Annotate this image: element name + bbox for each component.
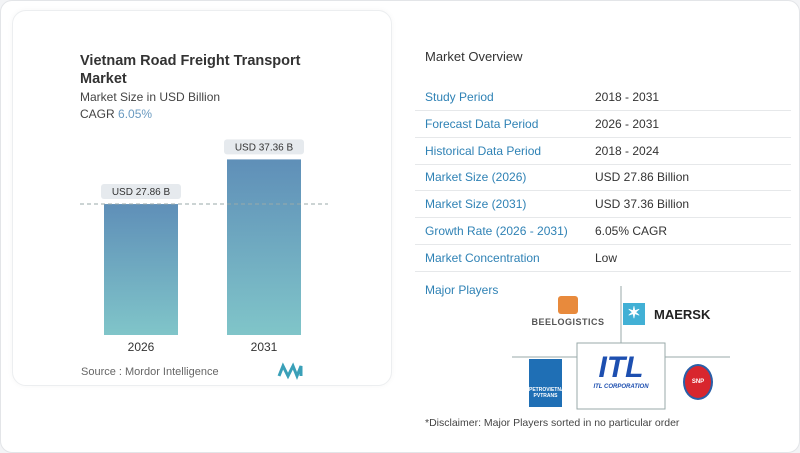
overview-row: Market Size (2031) USD 37.36 Billion <box>415 191 791 219</box>
overview-row: Study Period 2018 - 2031 <box>415 84 791 111</box>
x-tick-label: 2026 <box>128 340 155 354</box>
itl-logo: ITL ITL CORPORATION <box>593 351 649 391</box>
snp-logo: SNP <box>683 364 713 400</box>
cagr-label: CAGR <box>80 107 115 121</box>
row-label: Historical Data Period <box>425 143 542 158</box>
overview-title: Market Overview <box>425 49 523 64</box>
row-value: 2018 - 2024 <box>595 143 660 158</box>
data-label: USD 27.86 B <box>112 187 171 198</box>
data-label-bg <box>101 184 181 200</box>
mordor-logo <box>277 362 303 381</box>
cagr: CAGR 6.05% <box>80 107 152 121</box>
row-value: 6.05% CAGR <box>595 224 668 238</box>
row-value: USD 37.36 Billion <box>595 197 690 212</box>
disclaimer: *Disclaimer: Major Players sorted in no … <box>425 417 680 429</box>
row-value: 2026 - 2031 <box>595 116 660 131</box>
beelogistics-logo: BEELOGISTICS <box>522 296 614 327</box>
row-label: Study Period <box>425 90 494 104</box>
cagr-value: 6.05% <box>118 107 153 121</box>
bar-2026 <box>104 204 178 335</box>
chart-card <box>12 10 392 386</box>
bar-2031 <box>227 159 301 335</box>
overview-row: Market Concentration Low <box>415 245 791 272</box>
data-label: USD 37.36 B <box>235 142 294 153</box>
x-tick-label: 2031 <box>251 340 278 354</box>
maersk-logo: ✶ MAERSK <box>623 303 710 325</box>
row-label: Market Size (2031) <box>425 197 527 212</box>
row-value: USD 27.86 Billion <box>595 170 690 185</box>
chart-subtitle: Market Size in USD Billion <box>80 90 221 104</box>
row-label: Forecast Data Period <box>425 116 539 131</box>
chart-title: Vietnam Road Freight Transport Market <box>80 53 301 87</box>
major-players-title: Major Players <box>425 283 499 297</box>
overview-row: Growth Rate (2026 - 2031) 6.05% CAGR <box>415 218 791 245</box>
source: Source : Mordor Intelligence <box>81 366 219 378</box>
bar-chart: USD 27.86 B 2026 USD 37.36 B 2031 <box>80 139 328 354</box>
pvtrans-logo: PETROVIETNAM PVTRANS <box>529 359 569 407</box>
row-label: Market Concentration <box>425 250 540 265</box>
data-label-bg <box>224 139 304 155</box>
overview-row: Historical Data Period 2018 - 2024 <box>415 138 791 165</box>
row-value: Low <box>595 250 618 265</box>
row-label: Market Size (2026) <box>425 170 527 185</box>
overview-row: Market Size (2026) USD 27.86 Billion <box>415 164 791 192</box>
row-label: Growth Rate (2026 - 2031) <box>425 224 568 238</box>
row-value: 2018 - 2031 <box>595 90 660 104</box>
overview-row: Forecast Data Period 2026 - 2031 <box>415 111 791 138</box>
